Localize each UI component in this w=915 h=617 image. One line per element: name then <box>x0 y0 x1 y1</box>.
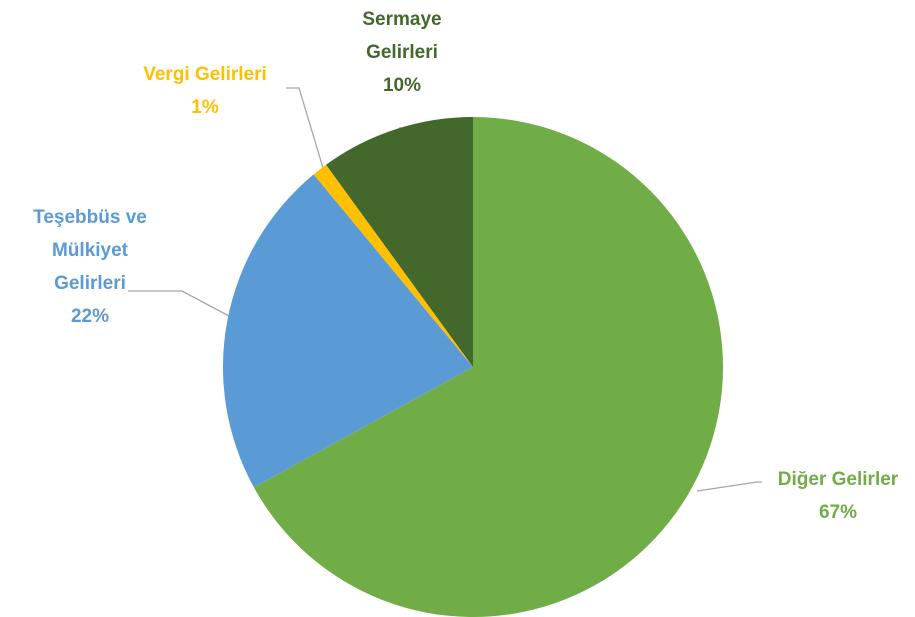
label-line: Vergi Gelirleri <box>143 64 267 85</box>
category-label: Vergi Gelirleri <box>143 64 267 85</box>
label-line: Diğer Gelirler <box>778 469 899 490</box>
label-line: Gelirleri <box>54 273 126 294</box>
category-label: Diğer Gelirler <box>778 469 899 490</box>
leader-line <box>286 87 324 169</box>
pie-slice <box>253 117 723 617</box>
value-label: 10% <box>383 75 421 96</box>
label-line: Gelirleri <box>366 42 438 63</box>
leader-line <box>696 481 762 492</box>
value-label: 1% <box>191 97 219 118</box>
pie-slice <box>223 174 473 488</box>
label-line: Sermaye <box>362 9 441 30</box>
label-line: Mülkiyet <box>52 240 129 261</box>
pie-slice <box>326 117 473 367</box>
leader-line <box>128 290 230 317</box>
category-label: Teşebbüs ve Mülkiyet Gelirleri <box>33 207 147 294</box>
label-line: Teşebbüs ve <box>33 207 147 228</box>
value-label: 67% <box>819 502 857 523</box>
category-label: Sermaye Gelirleri <box>362 9 441 63</box>
pie-slice <box>313 164 473 367</box>
value-label: 22% <box>71 306 109 327</box>
